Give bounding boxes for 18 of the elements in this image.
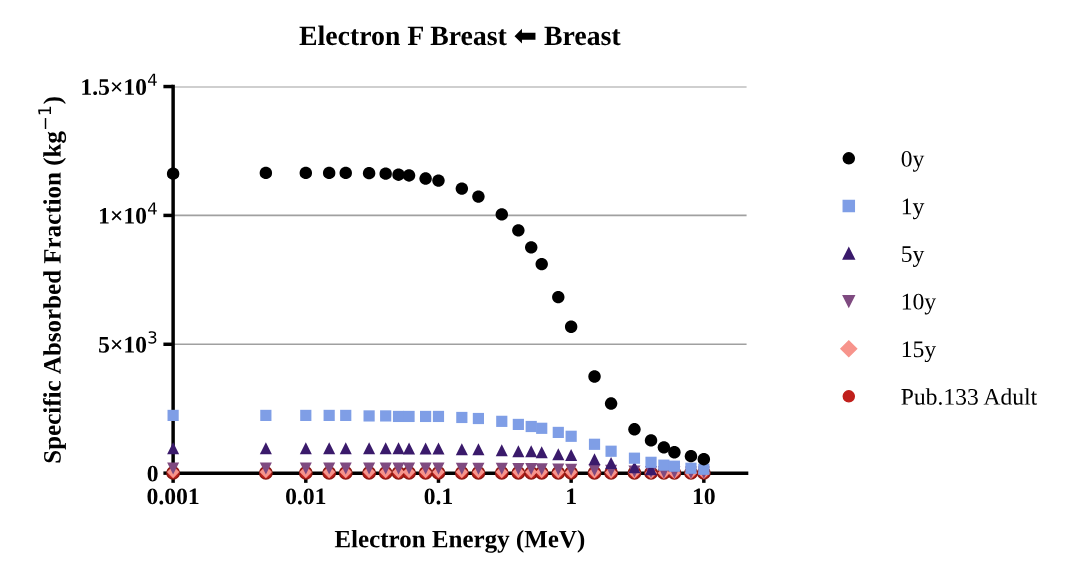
y-tick-label: 1×10$^{4}$ bbox=[99, 202, 157, 224]
x-tick-label: 10 bbox=[693, 488, 715, 505]
y-axis-title: Specific Absorbed Fraction (kg$^{−1}$) bbox=[38, 97, 67, 463]
legend-label: 10y bbox=[902, 293, 937, 315]
x-axis-title: Electron Energy (MeV) bbox=[334, 529, 585, 553]
legend-label: 0y bbox=[901, 150, 925, 172]
x-tick-label: 1 bbox=[567, 488, 576, 505]
legend-label: 1y bbox=[902, 198, 925, 220]
legend-label: 5y bbox=[902, 246, 925, 267]
legend-label: 15y bbox=[902, 341, 937, 363]
legend-label: Pub.133 Adult bbox=[901, 388, 1038, 405]
y-tick-label: 1.5×10$^{4}$ bbox=[82, 73, 157, 96]
y-tick-label: 5×10$^{3}$ bbox=[99, 331, 157, 353]
x-tick-label: 0.001 bbox=[147, 488, 199, 505]
x-tick-label: 0.01 bbox=[286, 488, 326, 505]
x-tick-label: 0.1 bbox=[424, 488, 453, 505]
y-tick-label: 0 bbox=[147, 465, 158, 482]
chart-title: Electron F Breast ⬅ Breast bbox=[299, 25, 621, 46]
